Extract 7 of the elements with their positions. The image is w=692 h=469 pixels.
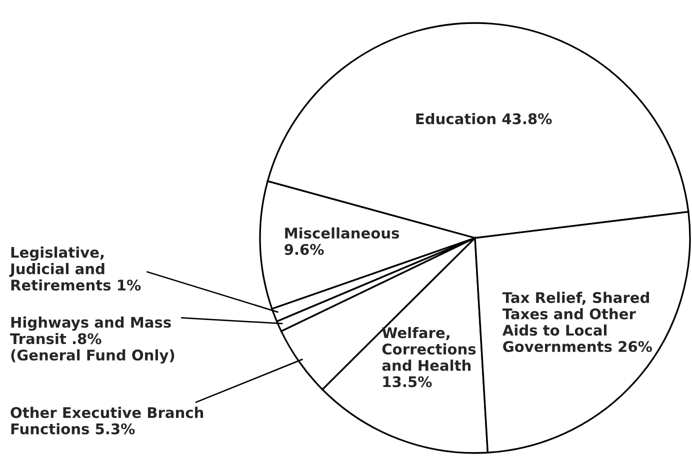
slice-label: Tax Relief, Shared Taxes and Other Aids to Local Governments 26% — [502, 292, 652, 352]
slice-label: Legislative, Judicial and Retirements 1% — [9, 246, 141, 291]
slice-label: Miscellaneous 9.6% — [284, 227, 400, 255]
slice-label: Highways and Mass Transit .8% (General Fund Only) — [10, 316, 174, 364]
slice-label: Other Executive Branch Functions 5.3% — [10, 406, 204, 434]
slice-label: Education 43.8% — [416, 113, 552, 124]
slice-label: Welfare, Corrections and Health 13.5% — [382, 326, 476, 388]
